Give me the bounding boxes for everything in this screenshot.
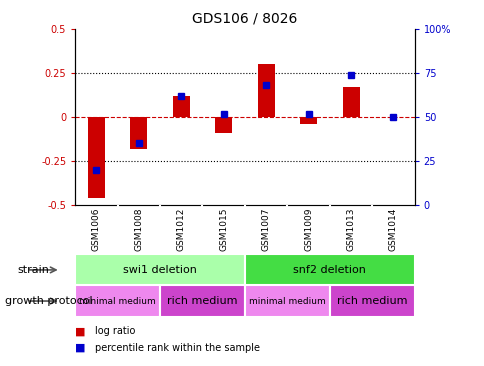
Text: GSM1006: GSM1006 (91, 208, 101, 251)
Text: GSM1015: GSM1015 (219, 208, 228, 251)
Text: ■: ■ (75, 326, 86, 336)
Bar (244, 285, 329, 317)
Text: strain: strain (17, 265, 49, 275)
Text: snf2 deletion: snf2 deletion (293, 265, 365, 275)
Bar (172, 96, 189, 117)
Text: growth protocol: growth protocol (5, 296, 92, 306)
Bar (88, 117, 105, 198)
Text: minimal medium: minimal medium (248, 296, 325, 306)
Bar (130, 117, 147, 149)
Bar (342, 87, 359, 117)
Text: percentile rank within the sample: percentile rank within the sample (94, 343, 259, 353)
Text: GSM1007: GSM1007 (261, 208, 270, 251)
Text: GSM1008: GSM1008 (134, 208, 143, 251)
Text: GSM1014: GSM1014 (388, 208, 397, 251)
Text: GSM1009: GSM1009 (303, 208, 313, 251)
Bar (257, 64, 274, 117)
Bar (244, 254, 414, 285)
Bar (329, 285, 414, 317)
Text: swi1 deletion: swi1 deletion (123, 265, 197, 275)
Bar (75, 254, 244, 285)
Text: rich medium: rich medium (336, 296, 407, 306)
Bar (215, 117, 232, 133)
Text: ■: ■ (75, 343, 86, 353)
Bar (75, 285, 160, 317)
Title: GDS106 / 8026: GDS106 / 8026 (192, 11, 297, 25)
Text: log ratio: log ratio (94, 326, 135, 336)
Bar (160, 285, 244, 317)
Bar (300, 117, 317, 124)
Text: GSM1012: GSM1012 (176, 208, 185, 251)
Text: rich medium: rich medium (167, 296, 237, 306)
Text: minimal medium: minimal medium (79, 296, 156, 306)
Text: GSM1013: GSM1013 (346, 208, 355, 251)
